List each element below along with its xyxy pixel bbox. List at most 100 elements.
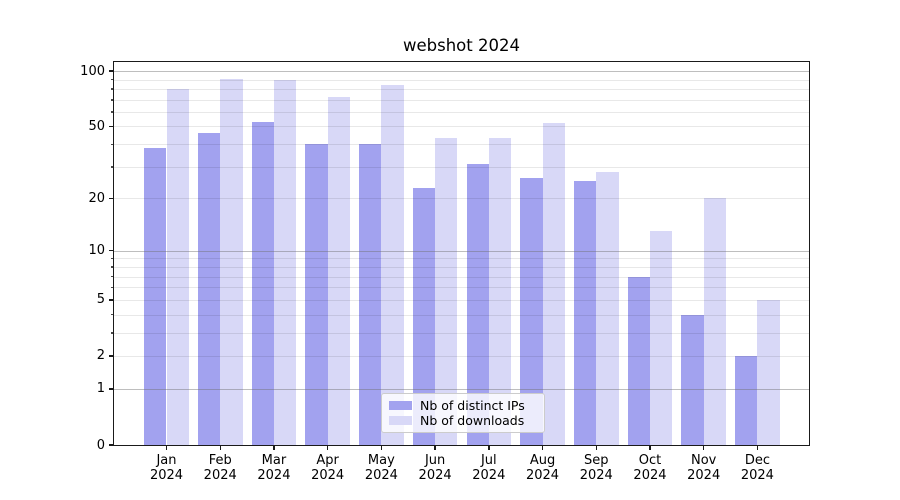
legend-label-distinct-ips: Nb of distinct IPs <box>420 397 525 413</box>
bar-distinct-ips-apr <box>305 144 328 445</box>
bar-downloads-aug <box>542 123 565 445</box>
bar-downloads-jun <box>435 138 458 445</box>
x-tick-mark-mar <box>273 446 275 450</box>
bars-layer <box>114 62 809 445</box>
x-tick-mark-sep <box>595 446 597 450</box>
y-tick-mark-20 <box>109 197 113 200</box>
x-tick-mark-nov <box>703 446 705 450</box>
y-tick-mark-10 <box>109 250 113 252</box>
y-tick-mark-50 <box>109 125 113 128</box>
bar-downloads-feb <box>220 78 243 445</box>
gridline-9 <box>114 258 809 260</box>
x-tick-mark-jun <box>434 446 436 450</box>
y-minor-tick-mark-4 <box>110 314 113 316</box>
gridline-90 <box>114 79 809 81</box>
gridline-30 <box>114 166 809 168</box>
x-tick-mark-apr <box>326 446 329 450</box>
gridline-70 <box>114 99 809 101</box>
x-tick-mark-aug <box>541 446 544 450</box>
bar-distinct-ips-nov <box>681 314 704 445</box>
bar-downloads-nov <box>703 198 726 445</box>
legend-entry-distinct-ips: Nb of distinct IPs <box>389 398 535 413</box>
y-minor-tick-mark-3 <box>110 332 113 334</box>
y-tick-label-2: 2 <box>96 348 105 364</box>
y-tick-mark-1 <box>109 388 113 390</box>
bar-distinct-ips-sep <box>573 181 597 445</box>
x-tick-label-oct: Oct 2024 <box>633 453 667 483</box>
gridline-4 <box>114 314 809 316</box>
gridline-6 <box>114 287 809 289</box>
y-minor-tick-mark-30 <box>110 166 113 168</box>
bar-distinct-ips-jun <box>412 187 436 445</box>
legend-swatch-distinct-ips-icon <box>389 401 412 410</box>
x-tick-label-jun: Jun 2024 <box>418 453 452 483</box>
bar-downloads-oct <box>649 231 673 445</box>
y-tick-mark-100 <box>109 70 113 72</box>
y-minor-tick-mark-70 <box>110 99 113 101</box>
y-tick-label-1: 1 <box>96 381 105 397</box>
x-tick-mark-jul <box>488 446 490 450</box>
y-minor-tick-mark-40 <box>110 143 113 146</box>
bar-downloads-jul <box>488 138 512 445</box>
bar-downloads-sep <box>596 172 619 445</box>
x-tick-label-jan: Jan 2024 <box>149 453 184 483</box>
legend: Nb of distinct IPs Nb of downloads <box>381 393 545 433</box>
x-tick-label-aug: Aug 2024 <box>525 453 560 483</box>
legend-swatch-downloads-icon <box>389 416 412 425</box>
legend-entry-downloads: Nb of downloads <box>389 413 535 428</box>
bar-distinct-ips-aug <box>520 177 543 445</box>
bar-distinct-ips-mar <box>251 121 274 445</box>
y-minor-tick-mark-60 <box>110 111 113 113</box>
bar-distinct-ips-feb <box>197 133 221 445</box>
x-tick-label-jul: Jul 2024 <box>472 453 506 483</box>
y-minor-tick-mark-6 <box>110 286 113 289</box>
y-tick-label-50: 50 <box>88 118 105 134</box>
gridline-60 <box>114 111 809 113</box>
chart-title: webshot 2024 <box>403 36 520 55</box>
x-tick-mark-dec <box>756 446 759 450</box>
gridline-8 <box>114 266 809 268</box>
y-minor-tick-mark-90 <box>110 79 113 81</box>
gridline-1 <box>114 388 809 390</box>
gridline-3 <box>114 332 809 334</box>
bar-distinct-ips-jul <box>466 164 489 445</box>
bar-distinct-ips-may <box>359 144 382 445</box>
grid-layer <box>114 62 809 445</box>
y-tick-label-5: 5 <box>96 292 105 308</box>
y-tick-mark-0 <box>109 444 113 446</box>
x-tick-mark-oct <box>649 446 651 450</box>
y-tick-mark-5 <box>109 299 113 301</box>
gridline-10 <box>114 250 809 252</box>
x-tick-label-nov: Nov 2024 <box>687 453 721 483</box>
bar-downloads-mar <box>273 80 297 445</box>
gridline-40 <box>114 144 809 146</box>
gridline-5 <box>114 299 809 301</box>
plot-area <box>113 61 810 446</box>
gridline-20 <box>114 198 809 200</box>
x-tick-label-dec: Dec 2024 <box>740 453 774 483</box>
bar-distinct-ips-dec <box>735 356 758 445</box>
legend-label-downloads: Nb of downloads <box>420 412 525 428</box>
y-tick-label-10: 10 <box>88 243 105 259</box>
gridline-2 <box>114 355 809 357</box>
bar-distinct-ips-jan <box>144 148 167 445</box>
y-minor-tick-mark-80 <box>110 88 113 90</box>
x-tick-mark-jan <box>165 446 168 450</box>
x-tick-label-may: May 2024 <box>364 453 398 483</box>
gridline-50 <box>114 126 809 128</box>
bar-downloads-jan <box>166 88 189 445</box>
y-tick-label-100: 100 <box>80 63 105 79</box>
bar-downloads-may <box>381 85 404 445</box>
x-tick-label-apr: Apr 2024 <box>311 453 345 483</box>
y-tick-label-0: 0 <box>96 437 105 453</box>
x-tick-label-feb: Feb 2024 <box>203 453 237 483</box>
x-tick-mark-feb <box>219 446 221 450</box>
gridline-80 <box>114 88 809 90</box>
bar-downloads-apr <box>327 97 350 445</box>
x-tick-label-mar: Mar 2024 <box>257 453 291 483</box>
gridline-100 <box>114 71 809 73</box>
gridline-7 <box>114 276 809 278</box>
y-minor-tick-mark-9 <box>110 257 113 260</box>
bar-distinct-ips-oct <box>627 276 650 445</box>
